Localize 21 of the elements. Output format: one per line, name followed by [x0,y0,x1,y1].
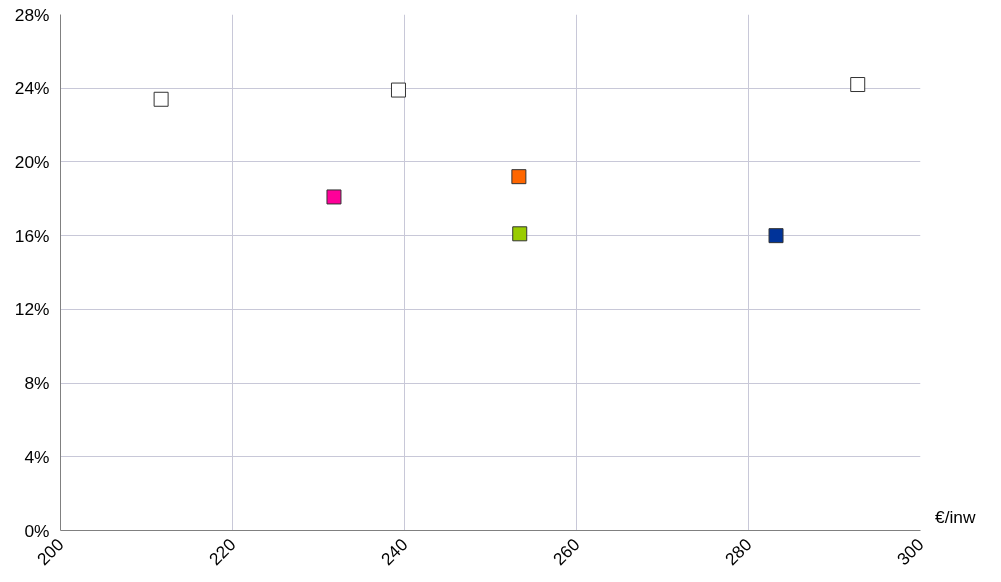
x-tick-label: 300 [892,534,928,570]
point [768,228,784,244]
point [390,82,406,98]
x-tick-label: 220 [204,534,240,570]
y-tick-label: 16% [14,225,50,246]
y-tick-label: 28% [14,4,50,25]
y-tick-label: 4% [24,446,50,467]
x-axis-title: €/inw [935,506,976,529]
x-tick-label: 280 [720,534,756,570]
point [850,77,866,93]
y-tick-label: 20% [14,151,50,172]
x-tick-label: 260 [548,534,584,570]
x-tick-label: 240 [376,534,412,570]
y-tick-label: 12% [14,299,50,320]
point [511,169,527,185]
point [153,91,169,107]
y-tick-label: 0% [24,520,50,541]
y-tick-label: 8% [24,373,50,394]
point [326,189,342,205]
point [512,226,528,242]
y-tick-label: 24% [14,78,50,99]
